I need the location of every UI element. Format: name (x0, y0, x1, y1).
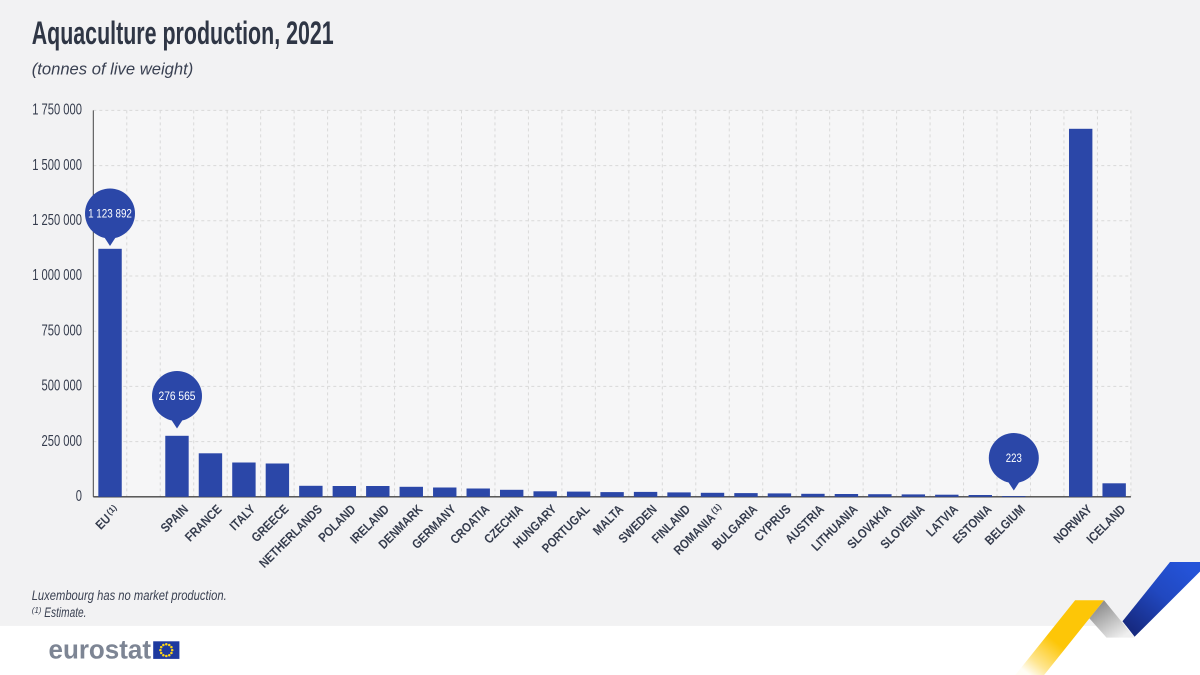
svg-text:eurostat: eurostat (49, 635, 152, 665)
svg-text:250 000: 250 000 (42, 433, 83, 450)
svg-text:1 750 000: 1 750 000 (32, 102, 82, 119)
svg-text:1 250 000: 1 250 000 (32, 212, 82, 229)
svg-text:1 000 000: 1 000 000 (32, 267, 82, 284)
svg-text:276 565: 276 565 (159, 389, 196, 403)
svg-text:1 500 000: 1 500 000 (32, 157, 82, 174)
svg-text:(tonnes of live weight): (tonnes of live weight) (32, 60, 194, 79)
svg-text:Aquaculture production, 2021: Aquaculture production, 2021 (32, 15, 334, 51)
svg-text:1 123 892: 1 123 892 (88, 207, 132, 221)
svg-text:500 000: 500 000 (42, 378, 83, 395)
svg-text:750 000: 750 000 (42, 322, 83, 339)
svg-text:0: 0 (76, 488, 82, 505)
svg-text:(1) Estimate.: (1) Estimate. (32, 605, 87, 620)
svg-text:Luxembourg has no market produ: Luxembourg has no market production. (32, 588, 227, 603)
svg-text:223: 223 (1006, 451, 1022, 465)
